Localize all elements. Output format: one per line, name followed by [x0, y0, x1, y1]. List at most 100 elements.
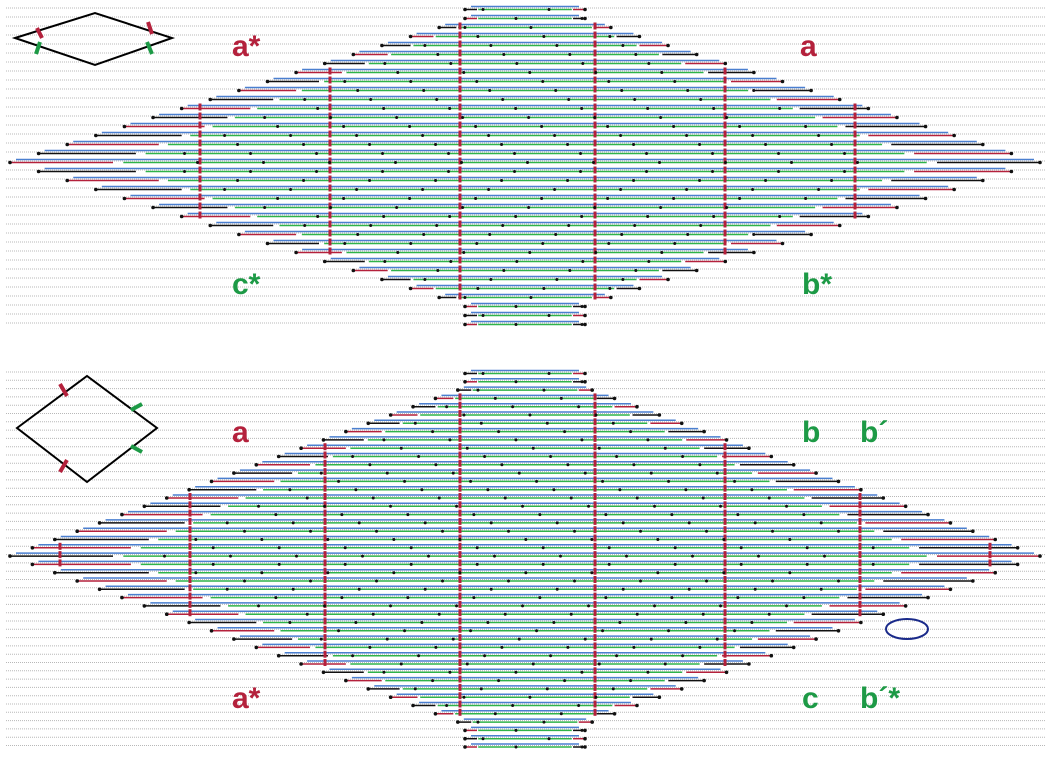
nick: [309, 580, 312, 583]
nick: [309, 530, 312, 533]
crossover: [724, 609, 727, 616]
nick: [494, 397, 497, 400]
nick: [608, 35, 611, 38]
nick: [462, 696, 465, 699]
strand-end: [463, 745, 467, 749]
crossover: [594, 584, 597, 591]
crossover: [324, 518, 327, 525]
nick: [194, 571, 197, 574]
strand-end: [380, 278, 384, 282]
nick: [725, 206, 728, 209]
nick: [236, 179, 239, 182]
crossover: [324, 485, 327, 492]
nick: [619, 188, 622, 191]
nick: [554, 233, 557, 236]
nick: [788, 571, 791, 574]
nick: [383, 260, 386, 263]
nick: [684, 488, 687, 491]
crossover: [459, 293, 462, 300]
nick: [257, 505, 260, 508]
crossover: [724, 212, 727, 219]
nick: [593, 206, 596, 209]
nick: [515, 305, 518, 308]
nick: [274, 513, 277, 516]
nick: [856, 161, 859, 164]
crossover: [594, 476, 597, 483]
nick: [566, 179, 569, 182]
crossover: [594, 460, 597, 467]
strand-end: [165, 612, 169, 616]
nick: [472, 513, 475, 516]
crossover: [459, 113, 462, 120]
crossover: [459, 701, 462, 708]
strand-end: [75, 529, 79, 533]
nick: [452, 472, 455, 475]
strand-end: [120, 596, 124, 600]
crossover: [594, 50, 597, 57]
nick: [546, 687, 549, 690]
nick: [292, 521, 295, 524]
crossover: [329, 230, 332, 237]
crossover: [329, 104, 332, 111]
strand-end: [971, 579, 975, 583]
nick: [476, 389, 479, 392]
strand-end: [814, 471, 818, 475]
crossover: [324, 659, 327, 666]
crossover: [459, 131, 462, 138]
strand-end: [666, 44, 670, 48]
strand-end: [895, 206, 899, 210]
nick: [527, 206, 530, 209]
nick: [260, 571, 263, 574]
nick: [646, 107, 649, 110]
nick: [552, 488, 555, 491]
nick: [431, 430, 434, 433]
nick: [650, 638, 653, 641]
nick: [500, 646, 503, 649]
crossover: [859, 526, 862, 533]
crossover: [724, 248, 727, 255]
crossover: [854, 212, 857, 219]
strand-end: [94, 188, 98, 192]
nick: [434, 646, 437, 649]
crossover: [459, 510, 462, 517]
nick: [579, 152, 582, 155]
nick: [424, 521, 427, 524]
crossover: [459, 684, 462, 691]
nick: [764, 179, 767, 182]
nick: [837, 580, 840, 583]
crossover: [324, 609, 327, 616]
crossover: [724, 551, 727, 558]
strand-end: [31, 563, 35, 567]
nick: [392, 538, 395, 541]
crossover: [594, 212, 597, 219]
nick: [570, 613, 573, 616]
nick: [632, 143, 635, 146]
crossover: [324, 443, 327, 450]
crossover: [724, 593, 727, 600]
nick: [685, 134, 688, 137]
nick: [514, 215, 517, 218]
nick: [342, 125, 345, 128]
crossover: [859, 518, 862, 525]
crossover: [594, 402, 597, 409]
nick: [528, 251, 531, 254]
nick: [474, 197, 477, 200]
crossover: [459, 410, 462, 417]
crossover: [459, 435, 462, 442]
domain-label: a*: [232, 30, 261, 63]
nick: [372, 497, 375, 500]
crossover: [594, 676, 597, 683]
crossover: [329, 167, 332, 174]
crossover: [594, 493, 597, 500]
strand-end: [658, 413, 662, 417]
strand-end: [981, 179, 985, 183]
crossover: [594, 535, 597, 542]
strand-end: [180, 215, 184, 219]
crossover: [594, 543, 597, 550]
crossover: [594, 257, 597, 264]
strand-end: [143, 604, 147, 608]
nick: [463, 26, 466, 29]
strand-end: [926, 596, 930, 600]
crossover: [329, 95, 332, 102]
strand-end: [837, 480, 841, 484]
